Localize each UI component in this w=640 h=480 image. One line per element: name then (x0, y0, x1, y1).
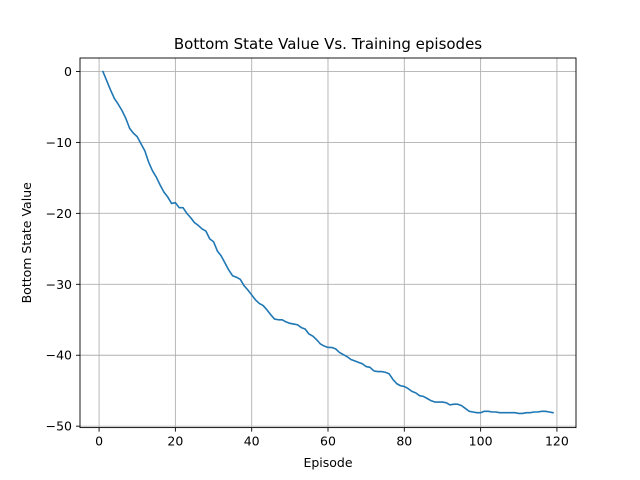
chart-title: Bottom State Value Vs. Training episodes (174, 35, 482, 53)
x-tick-label: 60 (320, 434, 336, 449)
axis-ticks: 0 20 40 60 80 100 120 0 −10 −20 −30 −40 −50 (46, 64, 569, 449)
x-tick-label: 40 (244, 434, 260, 449)
series-layer (102, 70, 554, 415)
x-tick-label: 120 (545, 434, 569, 449)
x-axis-label: Episode (303, 455, 352, 470)
y-tick-label: −20 (46, 206, 72, 221)
y-axis-label: Bottom State Value (19, 182, 34, 304)
x-tick-label: 100 (469, 434, 493, 449)
y-tick-label: −50 (46, 419, 72, 434)
y-tick-label: −10 (46, 135, 72, 150)
y-tick-label: −30 (46, 277, 72, 292)
series-line (102, 70, 554, 415)
x-tick-label: 0 (95, 434, 103, 449)
y-tick-label: 0 (64, 64, 72, 79)
y-tick-label: −40 (46, 348, 72, 363)
grid-lines (80, 58, 576, 428)
x-tick-label: 80 (396, 434, 412, 449)
x-tick-label: 20 (167, 434, 183, 449)
